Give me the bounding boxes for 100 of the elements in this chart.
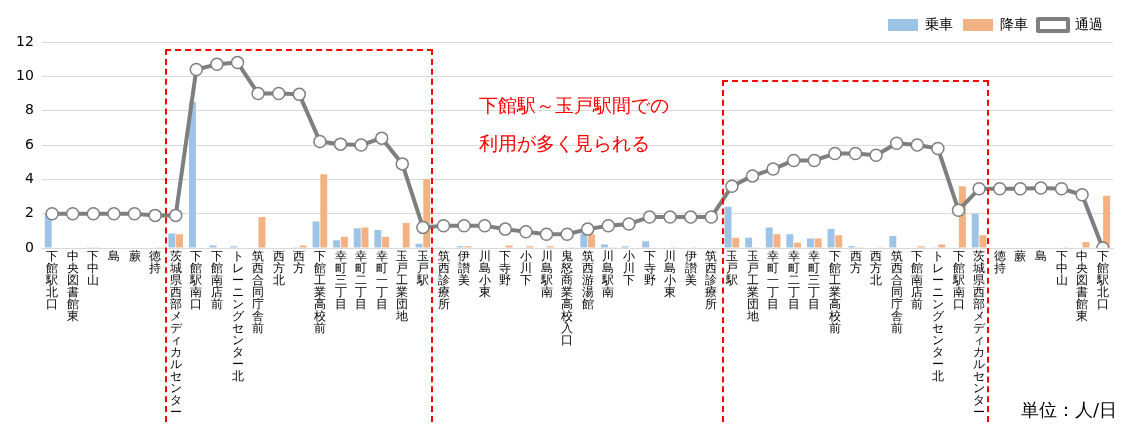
x-tick-label: 西方北 — [272, 249, 285, 288]
y-tick-label: 6 — [24, 135, 34, 152]
x-tick-label: 下館駅北口 — [45, 249, 59, 312]
x-tick-label: 鬼怒商業高校入口 — [560, 249, 574, 348]
point — [869, 148, 883, 163]
bar — [889, 235, 897, 248]
x-tick-label: 川島駅南 — [539, 249, 553, 300]
point — [477, 218, 492, 233]
x-tick-label: 幸町一丁目 — [375, 249, 388, 312]
point — [1013, 182, 1028, 196]
y-tick-label: 0 — [24, 238, 34, 255]
y-tick-label: 10 — [15, 66, 34, 83]
bar — [176, 234, 184, 248]
x-tick-label: 筑西診療所 — [705, 249, 718, 312]
x-tick-label: 玉戸駅 — [724, 249, 738, 288]
x-tick-label: 西方 — [293, 249, 306, 276]
bar — [1082, 241, 1090, 248]
point — [86, 206, 101, 221]
x-tick-label: 小川下 — [622, 249, 635, 288]
bar — [827, 229, 835, 248]
point — [354, 138, 368, 152]
bar — [312, 221, 320, 248]
point — [230, 55, 245, 70]
bar — [353, 228, 361, 248]
point — [560, 227, 574, 242]
point — [457, 218, 471, 233]
bar — [415, 243, 423, 248]
bar — [209, 245, 217, 248]
point — [745, 169, 760, 183]
bar — [402, 223, 410, 248]
bar — [382, 236, 390, 248]
bar — [580, 233, 588, 248]
bar — [361, 227, 369, 248]
x-tick-label: 下寺野 — [643, 249, 656, 288]
point — [395, 157, 410, 171]
bar — [794, 242, 802, 248]
point — [271, 86, 286, 101]
x-tick-label: 筑西合同庁舎前 — [890, 249, 903, 336]
x-tick-label: 小川下 — [519, 249, 532, 288]
point — [45, 206, 59, 221]
point — [374, 131, 389, 145]
point — [1054, 182, 1069, 196]
x-tick-label: 幸町二丁目 — [355, 249, 368, 312]
bar — [168, 233, 176, 248]
bar — [773, 234, 781, 248]
x-tick-label: 筑西診療所 — [437, 249, 450, 312]
x-tick-label: 下館駅北口 — [1095, 249, 1109, 312]
x-tick-label: 幸町三丁目 — [808, 249, 821, 312]
x-tick-label: 西方 — [849, 249, 862, 276]
x-tick-label: 筑西合同庁舎前 — [252, 249, 265, 336]
point — [1075, 188, 1089, 202]
point — [786, 153, 801, 168]
bar — [374, 229, 382, 248]
bar — [258, 217, 266, 248]
annotation: 下館駅～玉戸駅間での利用が多く見られる — [478, 94, 669, 155]
point — [519, 224, 533, 239]
point — [683, 210, 698, 224]
x-tick-label: 幸町二丁目 — [787, 249, 800, 312]
x-tick-label: 蕨 — [128, 249, 141, 264]
legend-label: 降車 — [1000, 15, 1028, 32]
point — [65, 206, 80, 221]
x-tick-label: 下中山 — [87, 249, 100, 288]
point — [828, 146, 842, 161]
bar — [588, 234, 596, 248]
point — [951, 203, 966, 217]
x-tick-label: 徳持 — [149, 249, 162, 276]
legend-label: 通過 — [1075, 15, 1103, 32]
point — [910, 138, 925, 152]
x-tick-label: 玉戸駅 — [415, 249, 429, 288]
point — [663, 210, 677, 224]
x-tick-label: 玉戸工業団地 — [745, 249, 759, 324]
x-tick-label: 下館南店前 — [911, 249, 924, 312]
x-tick-label: 下館工業高校前 — [827, 249, 841, 336]
bar — [745, 237, 753, 248]
point — [313, 134, 327, 149]
point — [539, 227, 554, 242]
point — [498, 222, 513, 236]
point — [436, 218, 451, 233]
x-tick-label: 下館南店前 — [210, 249, 223, 312]
y-tick-label: 8 — [24, 101, 34, 118]
point — [189, 62, 204, 77]
x-tick-label: 島 — [107, 249, 120, 264]
point — [251, 86, 265, 101]
x-tick-label: 玉戸工業団地 — [395, 249, 409, 324]
point — [210, 57, 224, 72]
point — [580, 222, 595, 236]
point — [642, 210, 657, 224]
bar — [299, 245, 307, 248]
x-tick-label: 川島小東 — [664, 249, 677, 300]
bar — [600, 244, 608, 248]
bar — [732, 237, 740, 248]
bar — [642, 241, 650, 248]
point — [622, 217, 636, 231]
x-tick-label: 下寺野 — [499, 249, 512, 288]
point — [127, 206, 142, 221]
x-tick-label: 筑西游湯館 — [581, 249, 594, 312]
x-tick-label: 島 — [1034, 249, 1047, 264]
bar — [979, 235, 987, 248]
bar — [505, 245, 513, 248]
bar — [938, 244, 946, 248]
